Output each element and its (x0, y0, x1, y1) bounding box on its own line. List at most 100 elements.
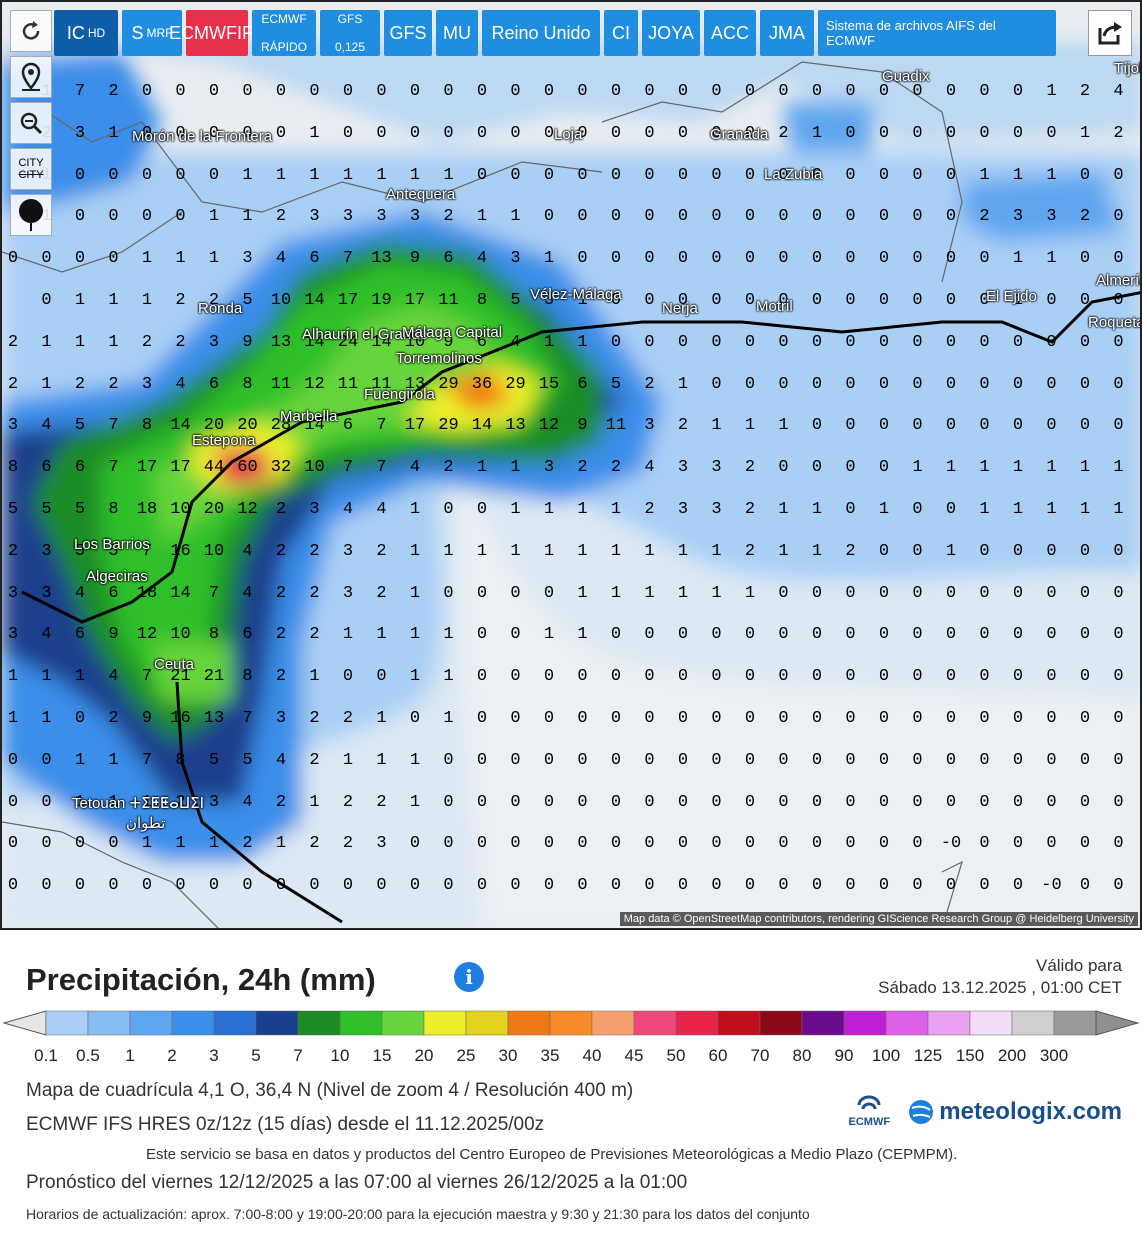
grid-value: 11 (337, 374, 359, 394)
model-button-6[interactable]: MU (436, 10, 478, 56)
model-button-12[interactable]: Sistema de archivos AIFS del ECMWF (818, 10, 1056, 56)
grid-value: 0 (610, 249, 622, 269)
grid-value: 0 (1046, 291, 1057, 310)
grid-value: 0 (878, 416, 890, 436)
model-button-1[interactable]: S MRF (122, 10, 182, 56)
city-label[interactable]: Guadix (882, 68, 930, 85)
grid-value: 1 (7, 667, 19, 687)
scale-swatch (1011, 1010, 1055, 1036)
grid-value: 14 (371, 332, 392, 352)
city-label[interactable]: La Zubia (764, 166, 823, 183)
city-label[interactable]: Marbella (280, 408, 338, 425)
grid-value: 1 (1012, 458, 1024, 478)
grid-value: 0 (1113, 834, 1124, 854)
precipitation-map[interactable]: 1720000000000000000000000000001242310000… (0, 0, 1142, 930)
grid-value: 2 (275, 625, 287, 645)
grid-value: 0 (1113, 709, 1124, 728)
city-label[interactable]: Morón de la Frontera (132, 128, 273, 145)
city-toggle-button[interactable]: CITY CITY (10, 148, 52, 190)
grid-value: 0 (711, 792, 722, 812)
model-button-2[interactable]: ECMWF IFS (169, 10, 265, 56)
grid-value: 12 (538, 416, 560, 436)
grid-value: 3 (543, 458, 555, 478)
city-label[interactable]: El Ejido (986, 288, 1037, 305)
grid-value: 0 (644, 249, 655, 269)
grid-value: 0 (309, 82, 320, 101)
model-button-0[interactable]: IC HD (54, 10, 118, 56)
model-button-label: ECMWF (261, 12, 307, 26)
city-label[interactable]: Tetouan ⵜⵉⵟⵟⴰⵡⵉⵏ (72, 795, 205, 812)
city-label[interactable]: Motril (756, 298, 793, 315)
info-icon[interactable]: i (454, 962, 484, 992)
city-label[interactable]: تطوان (126, 815, 166, 832)
map-attribution[interactable]: Map data © OpenStreetMap contributors, r… (619, 912, 1138, 926)
city-label[interactable]: Loja (554, 126, 583, 143)
grid-value: 2 (610, 458, 622, 478)
city-label[interactable]: Los Barrios (74, 536, 150, 553)
grid-value: 0 (1046, 374, 1057, 394)
model-button-3[interactable]: ECMWF RÁPIDO (252, 10, 316, 56)
refresh-button[interactable] (10, 10, 52, 52)
grid-value: 3 (208, 792, 220, 812)
location-button[interactable] (10, 56, 52, 98)
grid-value: 0 (108, 207, 119, 227)
model-button-11[interactable]: JMA (760, 10, 814, 56)
grid-value: 2 (7, 332, 19, 352)
grid-value: 0 (1079, 332, 1091, 352)
grid-value: 0 (1012, 583, 1024, 603)
grid-value: 0 (878, 876, 890, 896)
grid-value: 13 (203, 709, 225, 728)
city-label[interactable]: Nerja (662, 300, 698, 317)
grid-value: 0 (711, 374, 722, 394)
grid-value: 1 (342, 165, 354, 185)
grid-value: 0 (1012, 876, 1024, 896)
station-button[interactable] (10, 194, 52, 236)
city-label[interactable]: Ceuta (154, 656, 195, 673)
model-button-7[interactable]: Reino Unido (482, 10, 600, 56)
grid-value: 0 (677, 123, 689, 143)
grid-value: 1 (275, 165, 287, 185)
model-button-4[interactable]: GFS 0,125 (320, 10, 380, 56)
meteologix-logo[interactable]: meteologix.com (907, 1098, 1122, 1126)
city-label[interactable]: Granada (710, 126, 769, 143)
city-label[interactable]: Ronda (198, 300, 243, 317)
grid-value: 0 (878, 625, 890, 645)
model-button-8[interactable]: CI (604, 10, 638, 56)
grid-value: 2 (376, 541, 387, 561)
grid-value: 0 (945, 500, 957, 519)
city-label[interactable]: Estepona (192, 432, 256, 449)
city-label[interactable]: Fuengirola (364, 386, 435, 403)
grid-value: 0 (1012, 792, 1024, 812)
city-label[interactable]: Tíjola (1114, 60, 1140, 77)
grid-value: 1 (443, 709, 454, 728)
model-button-10[interactable]: ACC (704, 10, 756, 56)
grid-value: 0 (811, 165, 823, 185)
city-label[interactable]: Málaga Capital (402, 324, 503, 341)
grid-value: 1 (443, 625, 454, 645)
grid-value: 1 (510, 458, 521, 478)
city-label[interactable]: Alhaurín el Grande (302, 326, 428, 343)
grid-value: 0 (878, 750, 890, 770)
grid-value: 0 (878, 291, 890, 310)
model-button-5[interactable]: GFS (384, 10, 432, 56)
grid-value: 36 (471, 374, 493, 394)
city-label[interactable]: Algeciras (86, 568, 148, 585)
city-label[interactable]: Antequera (386, 186, 456, 203)
grid-value: 0 (476, 792, 488, 812)
share-button[interactable] (1088, 10, 1132, 56)
city-label[interactable]: Almería (1096, 272, 1140, 289)
city-label[interactable]: Vélez-Málaga (530, 286, 622, 303)
grid-value: 8 (476, 291, 488, 310)
grid-value: 0 (443, 834, 454, 854)
grid-value: 1 (644, 541, 655, 561)
grid-value: 0 (208, 876, 220, 896)
model-button-9[interactable]: JOYA (642, 10, 700, 56)
city-label[interactable]: Torremolinos (396, 350, 482, 367)
scale-tick-label: 60 (708, 1046, 728, 1065)
city-label[interactable]: Roquetas de Mar (1088, 314, 1140, 331)
grid-value: 2 (342, 709, 354, 728)
grid-value: 10 (270, 291, 292, 310)
grid-value: 0 (811, 667, 823, 687)
zoom-button[interactable] (10, 102, 52, 144)
grid-value: 0 (610, 750, 622, 770)
